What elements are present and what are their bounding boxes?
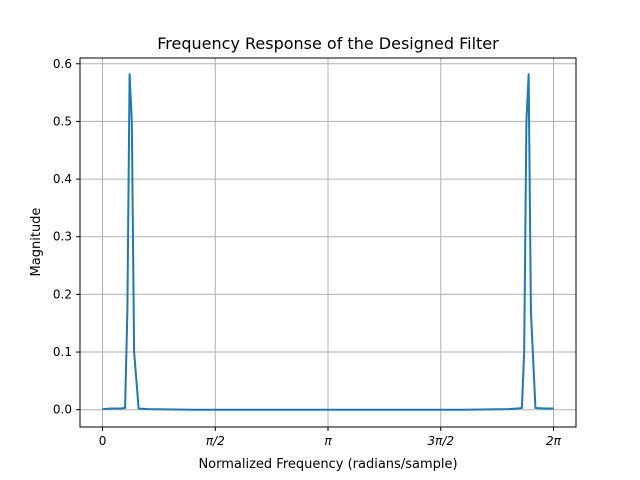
- series-layer: [102, 73, 554, 411]
- x-tick-label: π: [324, 434, 332, 448]
- y-axis-label: Magnitude: [29, 208, 44, 277]
- y-tick-label: 0.4: [53, 172, 72, 186]
- x-axis-label: Normalized Frequency (radians/sample): [198, 457, 457, 472]
- ticks: 0 π/2 π 3π/2 2π 0.0 0.1 0.2 0.3 0.4 0.5 0.6: [53, 57, 562, 448]
- y-tick-label: 0.0: [53, 403, 72, 417]
- y-tick-label: 0.1: [53, 345, 72, 359]
- x-tick-label: 2π: [546, 434, 562, 448]
- y-tick-label: 0.3: [53, 230, 72, 244]
- y-tick-label: 0.6: [53, 57, 72, 71]
- magnitude-line: [102, 73, 554, 411]
- y-tick-label: 0.5: [53, 114, 72, 128]
- y-tick-label: 0.2: [53, 287, 72, 301]
- grid: [80, 58, 576, 427]
- x-tick-label: 0: [99, 434, 107, 448]
- x-tick-label: 3π/2: [427, 434, 454, 448]
- chart-title: Frequency Response of the Designed Filte…: [157, 34, 499, 53]
- x-tick-label: π/2: [206, 434, 225, 448]
